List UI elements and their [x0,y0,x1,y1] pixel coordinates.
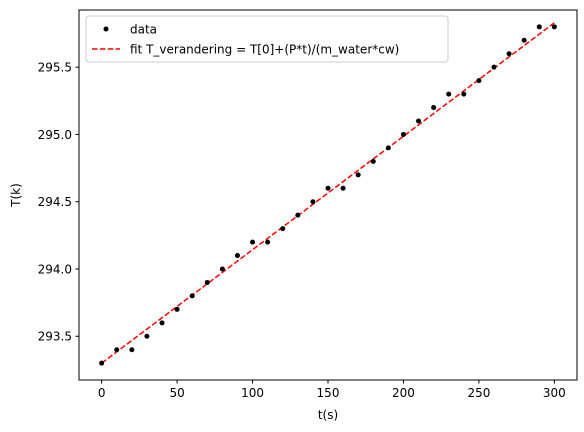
legend: data fit T_verandering = T[0]+(P*t)/(m_w… [85,15,449,63]
data-point [250,239,256,245]
y-tick-label: 294.0 [38,262,72,276]
data-point [174,306,180,312]
y-tick-label: 294.5 [38,195,72,209]
x-tick-label: 50 [169,386,184,400]
data-point [310,199,316,205]
data-point [280,226,286,232]
data-point [400,131,406,137]
data-point [129,347,135,353]
data-point [204,279,210,285]
data-point [99,360,105,366]
data-point [144,333,150,339]
data-point [325,185,331,191]
data-point [114,347,120,353]
data-point [491,64,497,70]
x-tick-label: 200 [392,386,415,400]
legend-label-data: data [130,23,157,37]
data-point [431,105,437,111]
data-point [385,145,391,151]
data-point [265,239,271,245]
y-tick-label: 295.0 [38,128,72,142]
data-point [536,24,542,30]
data-point [476,78,482,84]
x-tick-label: 300 [543,386,566,400]
data-point [370,158,376,164]
data-series [99,24,557,366]
data-point [219,266,225,272]
x-tick-label: 0 [98,386,106,400]
y-tick-label: 295.5 [38,60,72,74]
legend-marker-data [103,26,109,32]
data-point [416,118,422,124]
x-tick-label: 100 [241,386,264,400]
data-point [506,51,512,57]
data-point [446,91,452,97]
x-axis-ticks: 0 50 100 150 200 250 300 [98,380,566,400]
y-tick-label: 293.5 [38,330,72,344]
y-axis-label: T(k) [9,183,23,208]
data-point [189,293,195,299]
data-point [355,172,361,178]
legend-label-fit: fit T_verandering = T[0]+(P*t)/(m_water*… [130,43,399,57]
legend-box [85,15,449,63]
y-axis-ticks: 293.5 294.0 294.5 295.0 295.5 [38,60,79,344]
data-point [461,91,467,97]
x-axis-label: t(s) [318,408,338,422]
data-point [521,37,527,43]
data-point [295,212,301,218]
x-tick-label: 250 [467,386,490,400]
x-tick-label: 150 [317,386,340,400]
data-point [551,24,557,30]
data-point [159,320,165,326]
data-point [340,185,346,191]
data-point [234,253,240,259]
